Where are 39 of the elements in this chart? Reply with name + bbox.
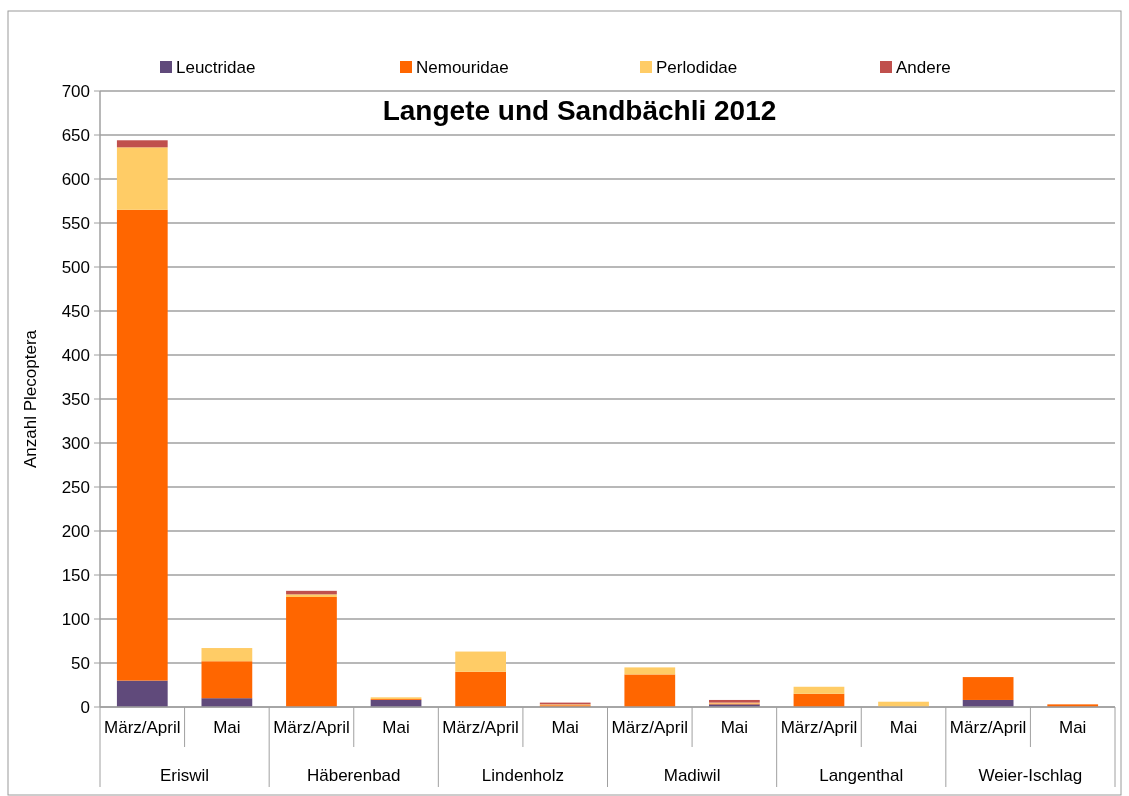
y-tick-label: 550	[61, 213, 90, 233]
x-tick-label: Mai	[720, 717, 749, 737]
y-tick-label: 650	[61, 125, 90, 145]
y-tick-label: 250	[61, 477, 90, 497]
x-tick-label: März/April	[780, 717, 858, 737]
text: Eriswil	[160, 765, 210, 785]
x-tick-label: Mai	[1059, 717, 1087, 737]
x-tick-label: März/April	[949, 717, 1027, 737]
y-tick-label: 500	[61, 257, 90, 277]
text: Weier-Ischlag	[978, 765, 1083, 785]
y-tick-label: 300	[61, 433, 90, 453]
y-tick-label: 0	[80, 697, 90, 717]
x-tick-label: März/April	[104, 717, 181, 737]
x-tick-label: Mai	[551, 717, 579, 737]
x-tick-label: März/April	[611, 717, 689, 737]
text: Langenthal	[819, 765, 904, 785]
text: Häberenbad	[306, 765, 401, 785]
y-tick-label: 450	[61, 301, 90, 321]
y-tick-label: 200	[61, 521, 90, 541]
y-tick-label: 150	[61, 565, 90, 585]
text: Lindenholz	[481, 765, 565, 785]
chart-title: Langete und Sandbächli 2012	[382, 94, 777, 126]
x-tick-label: Mai	[213, 717, 241, 737]
y-tick-label: 400	[61, 345, 90, 365]
y-tick-label: 350	[61, 389, 90, 409]
legend-label: Nemouridae	[416, 57, 509, 77]
x-tick-label: Mai	[382, 717, 410, 737]
x-tick-label: März/April	[442, 717, 519, 737]
y-axis-title: Anzahl Plecoptera	[20, 329, 40, 468]
legend-label: Leuctridae	[176, 57, 256, 77]
legend-label: Perlodidae	[656, 57, 738, 77]
x-tick-label: März/April	[273, 717, 350, 737]
legend-label: Andere	[896, 57, 951, 77]
y-tick-label: 100	[61, 609, 90, 629]
x-tick-label: Mai	[889, 717, 918, 737]
y-tick-label: 600	[61, 169, 90, 189]
text: Madiwil	[663, 765, 721, 785]
y-tick-label: 50	[71, 653, 90, 673]
y-tick-label: 700	[61, 81, 90, 101]
